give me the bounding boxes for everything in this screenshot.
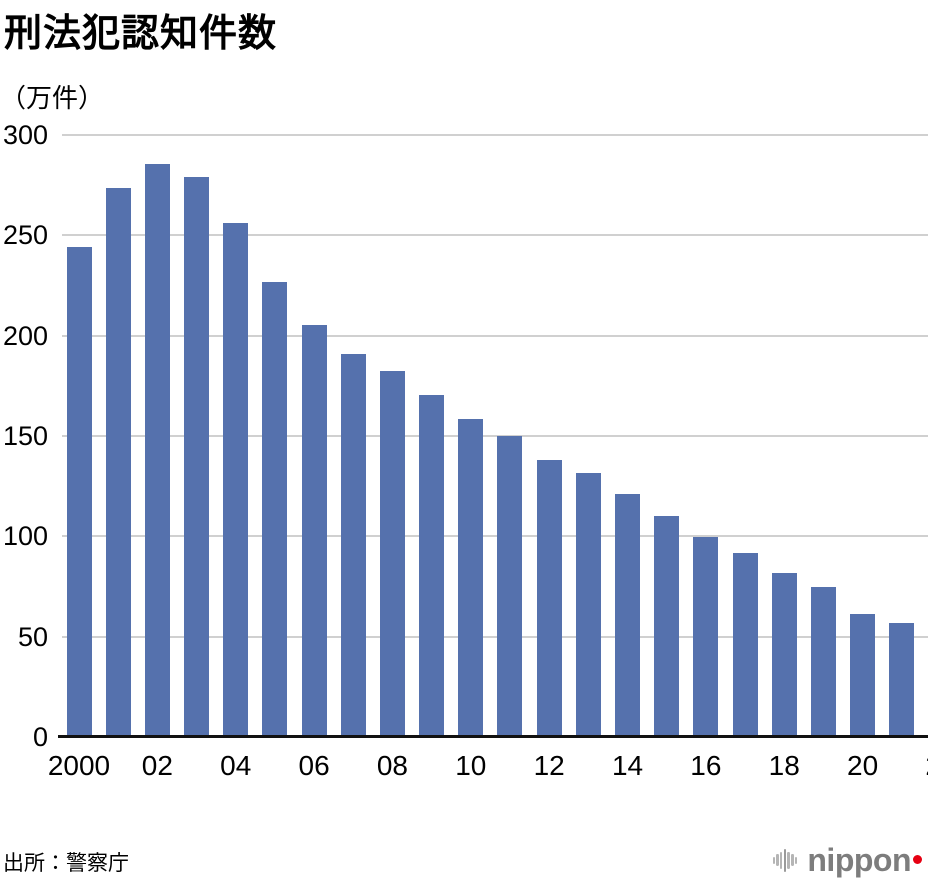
bar-2006: [301, 325, 327, 737]
x-tick-label-2000: 2000: [47, 750, 111, 781]
bar-2017: [732, 553, 758, 737]
x-tick-label-2018: 18: [768, 750, 800, 781]
y-tick-label-300: 300: [2, 120, 48, 150]
x-tick-label-2012: 12: [533, 750, 565, 781]
y-tick-label-200: 200: [2, 320, 48, 351]
bar-2008: [379, 370, 405, 737]
gridline-150: [62, 435, 928, 437]
bar-2021: [889, 623, 915, 737]
x-tick-label-2006: 06: [298, 750, 330, 781]
bar-2009: [419, 395, 445, 737]
bar-2011: [497, 435, 523, 737]
y-tick-label-100: 100: [2, 521, 48, 552]
bar-2014: [615, 493, 641, 737]
bar-2007: [340, 353, 366, 737]
x-tick-label-2002: 02: [141, 750, 173, 781]
x-tick-label-2020: 20: [847, 750, 879, 781]
nippon-logo: nippon: [772, 840, 922, 880]
x-tick-label-2008: 08: [376, 750, 409, 781]
logo-text: nippon: [807, 842, 911, 878]
x-tick-label-2010: 10: [455, 750, 487, 781]
bar-2020: [850, 613, 876, 737]
gridline-250: [62, 234, 928, 237]
x-axis-line: [58, 735, 928, 738]
gridline-200: [62, 334, 928, 337]
bar-2012: [536, 459, 562, 737]
x-tick-label-2016: 16: [690, 750, 722, 781]
bar-2001: [105, 188, 131, 737]
bar-2005: [262, 281, 288, 737]
gridline-50: [62, 635, 928, 638]
bar-2010: [458, 418, 484, 737]
bar-2016: [693, 537, 719, 737]
x-tick-label-2022: 22: [886, 751, 928, 781]
y-tick-label-250: 250: [2, 220, 48, 251]
gridline-300: [62, 134, 928, 136]
soundwave-icon: [772, 848, 799, 872]
chart-title: 刑法犯認知件数: [4, 13, 278, 55]
gridline-100: [62, 535, 928, 538]
x-tick-label-2004: 04: [220, 750, 252, 781]
source-note: 出所：警察庁: [3, 852, 129, 875]
bar-2015: [654, 516, 680, 737]
y-tick-label-0: 0: [32, 722, 48, 752]
bar-2019: [810, 586, 836, 737]
bar-2004: [223, 222, 249, 737]
y-tick-label-50: 50: [17, 621, 48, 652]
bar-2003: [184, 177, 210, 737]
bar-2013: [575, 473, 601, 737]
logo-dot-icon: [913, 855, 922, 864]
bar-2000: [66, 246, 92, 737]
bar-2002: [144, 164, 170, 737]
x-tick-label-2014: 14: [611, 750, 644, 781]
y-axis-unit-label: （万件）: [0, 83, 105, 113]
bar-2018: [771, 573, 797, 737]
y-tick-label-150: 150: [2, 421, 48, 451]
